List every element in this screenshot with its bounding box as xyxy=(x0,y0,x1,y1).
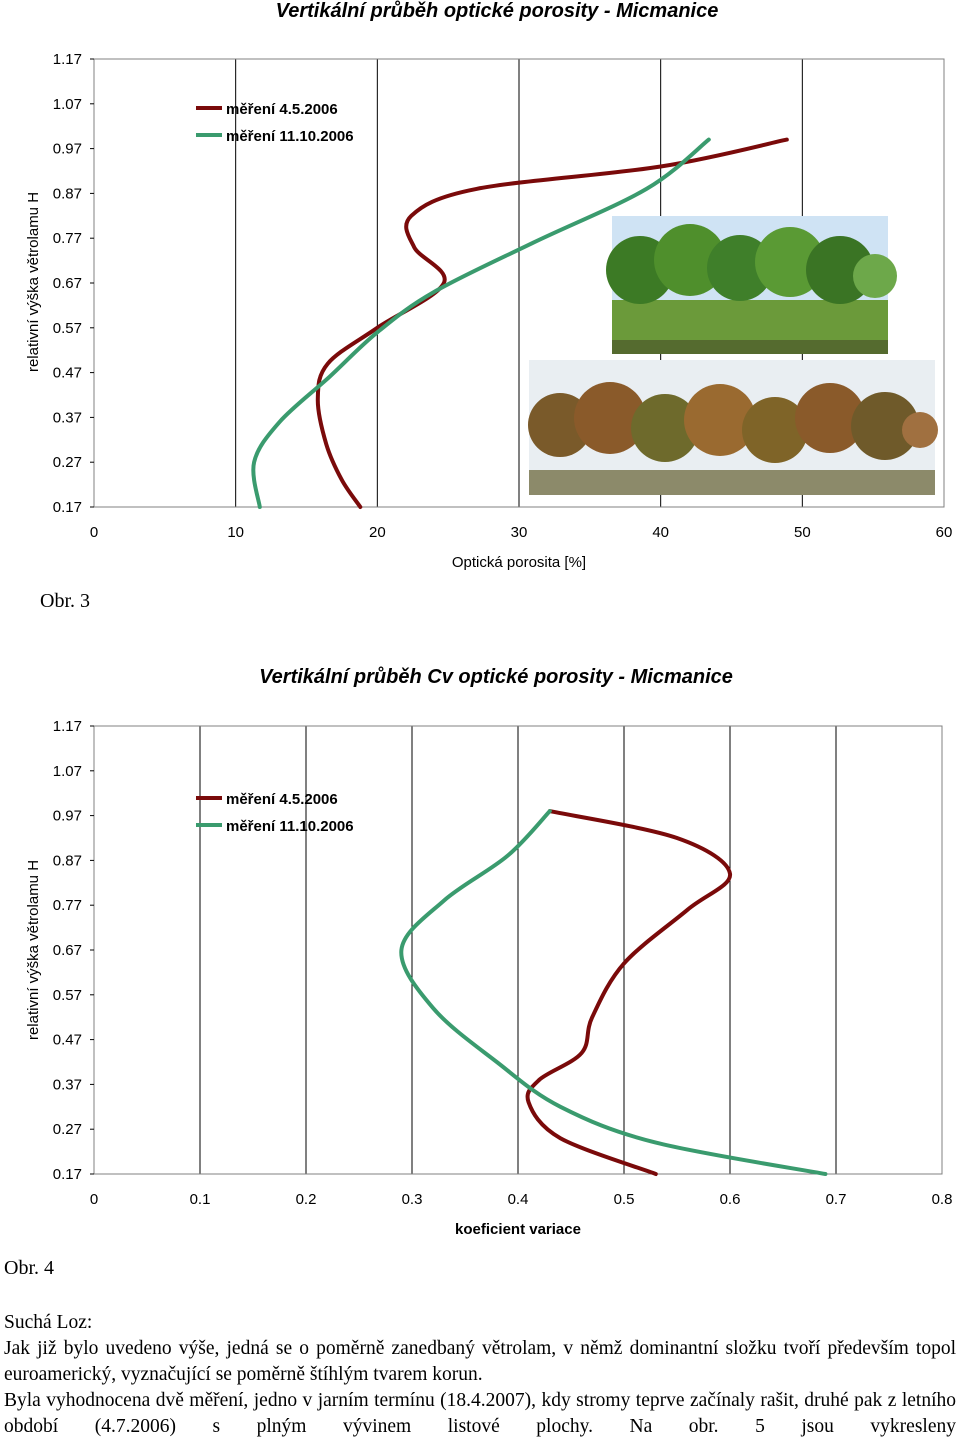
x-tick-label: 50 xyxy=(794,524,811,541)
y-tick-label: 1.07 xyxy=(53,96,82,113)
x-tick-label: 30 xyxy=(511,524,528,541)
y-tick-label: 0.47 xyxy=(53,1032,82,1049)
y-tick-label: 0.27 xyxy=(53,1121,82,1138)
x-tick-label: 0.7 xyxy=(826,1191,847,1208)
y-tick-label: 1.17 xyxy=(53,51,82,68)
y-tick-labels: 0.17 0.27 0.37 0.47 0.57 0.67 0.77 0.87 0.97 1.07… xyxy=(53,51,94,516)
series-line-1 xyxy=(315,137,789,509)
body-text: Suchá Loz: Jak již bylo uvedeno výše, je… xyxy=(4,1310,956,1440)
x-axis-label: koeficient variace xyxy=(455,1221,581,1238)
figure-caption-3: Obr. 3 xyxy=(40,590,90,612)
series-lines xyxy=(399,809,828,1176)
x-tick-label: 0.3 xyxy=(402,1191,423,1208)
y-tick-label: 0.77 xyxy=(53,897,82,914)
y-tick-label: 1.07 xyxy=(53,763,82,780)
x-tick-labels: 0 0.1 0.2 0.3 0.4 0.5 0.6 0.7 0.8 xyxy=(90,1191,953,1208)
series-line-1 xyxy=(525,809,732,1176)
y-tick-labels: 0.17 0.27 0.37 0.47 0.57 0.67 0.77 0.87 0.97 1.07… xyxy=(53,718,94,1183)
y-tick-label: 0.77 xyxy=(53,230,82,247)
legend: měření 4.5.2006 měření 11.10.2006 xyxy=(196,101,354,145)
x-tick-label: 0.4 xyxy=(508,1191,529,1208)
y-tick-label: 0.37 xyxy=(53,1076,82,1093)
x-tick-label: 0.8 xyxy=(932,1191,953,1208)
paragraph-2: Byla vyhodnocena dvě měření, jedno v jar… xyxy=(4,1390,956,1437)
series-line-2 xyxy=(251,137,711,509)
x-tick-label: 60 xyxy=(936,524,953,541)
legend-label: měření 4.5.2006 xyxy=(226,791,338,808)
y-axis-label: relativní výška větrolamu H xyxy=(25,860,42,1040)
y-tick-label: 0.57 xyxy=(53,320,82,337)
y-tick-label: 0.87 xyxy=(53,185,82,202)
paragraph-1: Jak již bylo uvedeno výše, jedná se o po… xyxy=(4,1338,956,1385)
y-tick-label: 0.97 xyxy=(53,808,82,825)
y-tick-label: 0.17 xyxy=(53,499,82,516)
series-lines xyxy=(251,137,789,509)
section-heading: Suchá Loz: xyxy=(4,1312,93,1333)
x-tick-label: 20 xyxy=(369,524,386,541)
y-tick-label: 0.57 xyxy=(53,987,82,1004)
figure-caption-4: Obr. 4 xyxy=(4,1257,54,1279)
legend: měření 4.5.2006 měření 11.10.2006 xyxy=(196,791,354,835)
y-tick-label: 0.67 xyxy=(53,942,82,959)
legend-label: měření 4.5.2006 xyxy=(226,101,338,118)
chart-title: Vertikální průběh Cv optické porosity - … xyxy=(259,666,733,688)
y-tick-label: 0.47 xyxy=(53,365,82,382)
y-tick-label: 0.87 xyxy=(53,852,82,869)
tree-photos xyxy=(528,216,938,495)
legend-label: měření 11.10.2006 xyxy=(226,818,354,835)
x-tick-label: 0.2 xyxy=(296,1191,317,1208)
legend-label: měření 11.10.2006 xyxy=(226,128,354,145)
summer-trees-photo xyxy=(606,216,897,354)
y-axis-label: relativní výška větrolamu H xyxy=(25,192,42,372)
x-tick-label: 0.1 xyxy=(190,1191,211,1208)
x-tick-labels: 0 10 20 30 40 50 60 xyxy=(90,524,953,541)
x-tick-label: 0 xyxy=(90,1191,98,1208)
x-axis-label: Optická porosita [%] xyxy=(452,554,586,571)
y-tick-label: 0.27 xyxy=(53,454,82,471)
y-tick-label: 0.37 xyxy=(53,409,82,426)
series-line-2 xyxy=(399,809,828,1176)
y-tick-label: 1.17 xyxy=(53,718,82,735)
x-tick-label: 0 xyxy=(90,524,98,541)
x-tick-label: 0.5 xyxy=(614,1191,635,1208)
y-tick-label: 0.97 xyxy=(53,141,82,158)
grid-lines xyxy=(199,726,837,1174)
x-tick-label: 10 xyxy=(227,524,244,541)
y-tick-label: 0.17 xyxy=(53,1166,82,1183)
porosity-chart: Vertikální průběh optické porosity - Mic… xyxy=(25,0,953,571)
cv-porosity-chart: Vertikální průběh Cv optické porosity - … xyxy=(25,666,953,1238)
autumn-trees-photo xyxy=(528,360,938,495)
y-tick-label: 0.67 xyxy=(53,275,82,292)
x-tick-label: 0.6 xyxy=(720,1191,741,1208)
chart-title: Vertikální průběh optické porosity - Mic… xyxy=(276,0,719,22)
x-tick-label: 40 xyxy=(652,524,669,541)
